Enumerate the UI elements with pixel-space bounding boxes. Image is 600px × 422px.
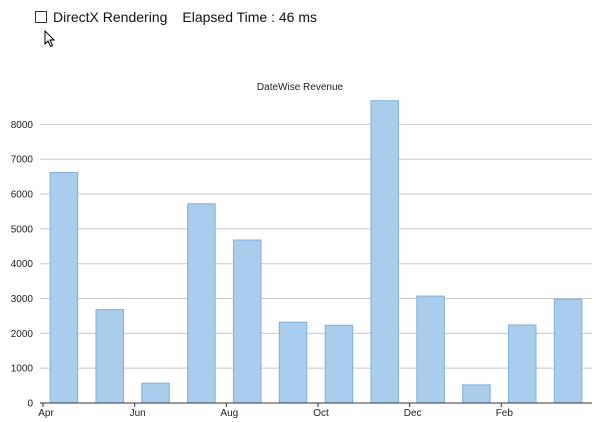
x-axis-labels: Apr Jun Aug Oct Dec Feb [38,403,513,419]
bar-aug [233,239,262,404]
x-tick-label: Feb [496,408,514,419]
y-tick-label: 3000 [11,294,34,305]
y-tick-label: 6000 [11,190,34,201]
bar-apr [49,171,79,404]
chart-bars [49,100,583,404]
y-axis-labels: 0 1000 2000 3000 4000 5000 6000 7000 8000 [11,120,34,410]
y-tick-label: 7000 [11,155,34,166]
bar-sep [278,321,308,404]
x-tick-label: Oct [313,408,329,419]
elapsed-time-label: Elapsed Time : 46 ms [182,9,318,25]
x-tick-label: Aug [220,408,238,419]
chart-title: DateWise Revenue [257,82,344,93]
x-tick-label: Jun [130,408,146,419]
y-tick-label: 2000 [11,329,34,340]
directx-rendering-label[interactable]: DirectX Rendering [53,9,168,25]
bar-oct [324,324,354,404]
toolbar: DirectX Rendering Elapsed Time : 46 ms [35,9,317,25]
y-tick-label: 5000 [11,224,34,235]
bar-nov [370,100,399,404]
bar-jun [141,382,170,404]
bar-jul [187,203,216,404]
mouse-pointer-icon [44,30,56,48]
bar-may [95,309,124,404]
directx-rendering-checkbox[interactable] [35,11,47,23]
bar-jan [462,384,491,404]
x-tick-label: Apr [38,408,54,419]
y-tick-label: 1000 [11,364,34,375]
bar-mar [553,298,583,404]
bar-dec [416,295,445,404]
x-tick-label: Dec [404,408,422,419]
y-tick-label: 4000 [11,259,34,270]
bar-feb [508,324,537,404]
chart-gridlines [40,123,592,369]
y-tick-label: 8000 [11,120,34,131]
y-tick-label: 0 [27,399,33,410]
